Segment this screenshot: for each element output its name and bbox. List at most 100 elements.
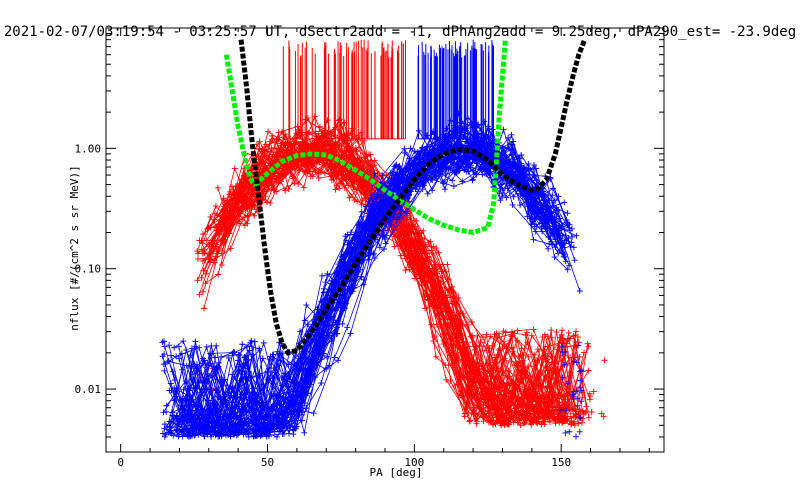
red-series-point (456, 370, 463, 377)
red-series-point (198, 237, 205, 244)
red-series-point (479, 333, 486, 340)
red-series-line (225, 135, 564, 423)
red-series-point (527, 418, 534, 425)
red-series-point (552, 420, 559, 427)
red-series-point (525, 363, 532, 370)
red-series-point (474, 332, 481, 339)
red-series-point (453, 301, 460, 308)
red-series-point (212, 203, 219, 210)
red-series-point (451, 358, 458, 365)
blue-series-point (442, 186, 449, 193)
red-series-point (276, 148, 283, 155)
x-tick-label: 150 (551, 456, 571, 469)
red-series-point (295, 181, 302, 188)
red-series-point (585, 414, 592, 421)
red-series-point (565, 329, 572, 336)
red-series-point (367, 151, 374, 158)
red-series-point (419, 264, 426, 271)
chart-title: 2021-02-07/03:19:54 - 03:25:57 UT, dSect… (4, 24, 796, 40)
blue-series-point (510, 138, 517, 145)
rug-layer (282, 39, 494, 140)
red-series-point (196, 291, 203, 298)
red-series-point (370, 162, 377, 169)
red-series-point (573, 328, 580, 335)
red-series-point (509, 332, 516, 339)
red-series-point (374, 169, 381, 176)
red-series-point (273, 188, 280, 195)
red-series-point (540, 346, 547, 353)
blue-series-tail-point (167, 352, 174, 359)
red-series-point (397, 252, 404, 259)
red-series-point (315, 175, 322, 182)
red-series-point (228, 183, 235, 190)
red-series-point (422, 305, 429, 312)
red-series-point (282, 187, 289, 194)
blue-series-point (479, 171, 486, 178)
blue-series-point (344, 324, 351, 331)
red-series-point (583, 403, 590, 410)
red-series-point (532, 409, 539, 416)
red-series-point (359, 197, 366, 204)
red-series-point (515, 368, 522, 375)
red-series-point (200, 305, 207, 312)
red-series-point (227, 245, 234, 252)
red-series-point (407, 259, 414, 266)
red-series-point (227, 188, 234, 195)
x-tick-label: 50 (261, 456, 274, 469)
red-series-point (407, 222, 414, 229)
red-series-point (240, 205, 247, 212)
red-series-point (403, 223, 410, 230)
red-series-point (212, 253, 219, 260)
red-series-point (269, 132, 276, 139)
red-series-point (203, 237, 210, 244)
red-series-point (362, 195, 369, 202)
blue-series-tail-point (566, 428, 573, 435)
blue-series-point (347, 330, 354, 337)
blue-series-point (175, 343, 182, 350)
red-series-point (207, 213, 214, 220)
red-series-point (300, 184, 307, 191)
red-series-point (250, 202, 257, 209)
red-series-point (435, 249, 442, 256)
red-series-point (521, 400, 528, 407)
blue-series-point (561, 199, 568, 206)
blue-series-point (160, 409, 167, 416)
red-series-point (585, 343, 592, 350)
red-series-point (265, 128, 272, 135)
red-series-point (432, 353, 439, 360)
red-series-point (199, 288, 206, 295)
red-series-point (214, 184, 221, 191)
red-series-point (310, 157, 317, 164)
blue-series-point (320, 285, 327, 292)
blue-series-point (508, 131, 515, 138)
blue-series-point (545, 245, 552, 252)
blue-series-tail-point (163, 408, 170, 415)
red-series-point (275, 129, 282, 136)
blue-series-point (260, 339, 267, 346)
blue-series-tail-point (573, 433, 580, 440)
red-series-point (455, 295, 462, 302)
red-series-point (194, 277, 201, 284)
red-series-point (202, 270, 209, 277)
red-series-point (531, 414, 538, 421)
red-series-point (296, 141, 303, 148)
blue-series-point (239, 341, 246, 348)
red-series-point (467, 390, 474, 397)
red-series-point (220, 197, 227, 204)
red-series-point (213, 248, 220, 255)
red-series-point (348, 130, 355, 137)
blue-series-tail-point (562, 429, 569, 436)
red-series-point (492, 375, 499, 382)
red-series-point (483, 331, 490, 338)
red-series-point (289, 173, 296, 180)
blue-series-point (180, 338, 187, 345)
red-series-point (348, 137, 355, 144)
red-series-point (480, 418, 487, 425)
red-series-point (567, 354, 574, 361)
red-series-point (534, 346, 541, 353)
blue-series-point (335, 357, 342, 364)
red-series-point (316, 123, 323, 130)
red-series-point (555, 392, 562, 399)
red-series-point (349, 180, 356, 187)
red-series-point (239, 216, 246, 223)
